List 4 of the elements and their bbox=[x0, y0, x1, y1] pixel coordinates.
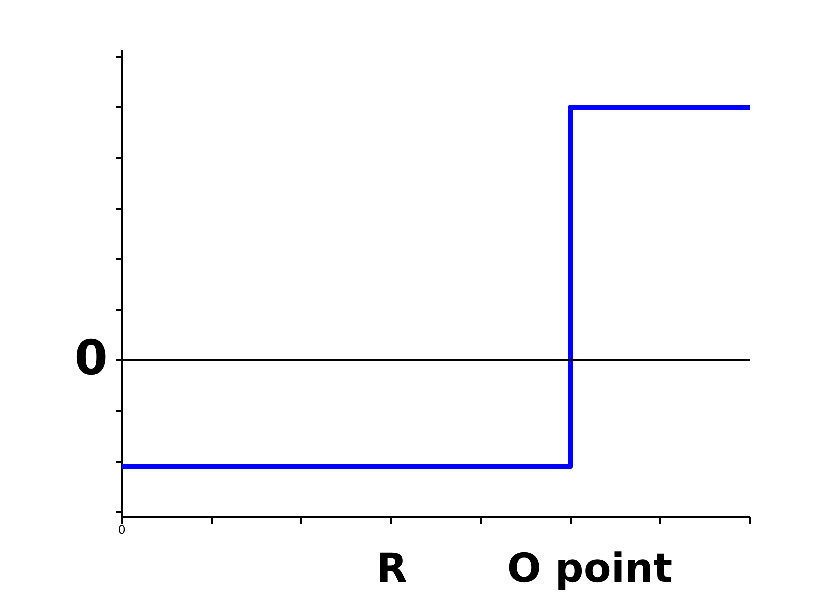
text: R bbox=[376, 546, 408, 592]
text: O point bbox=[507, 546, 673, 592]
text: 0 bbox=[118, 523, 126, 537]
ref-line-label: 0 bbox=[74, 330, 108, 386]
